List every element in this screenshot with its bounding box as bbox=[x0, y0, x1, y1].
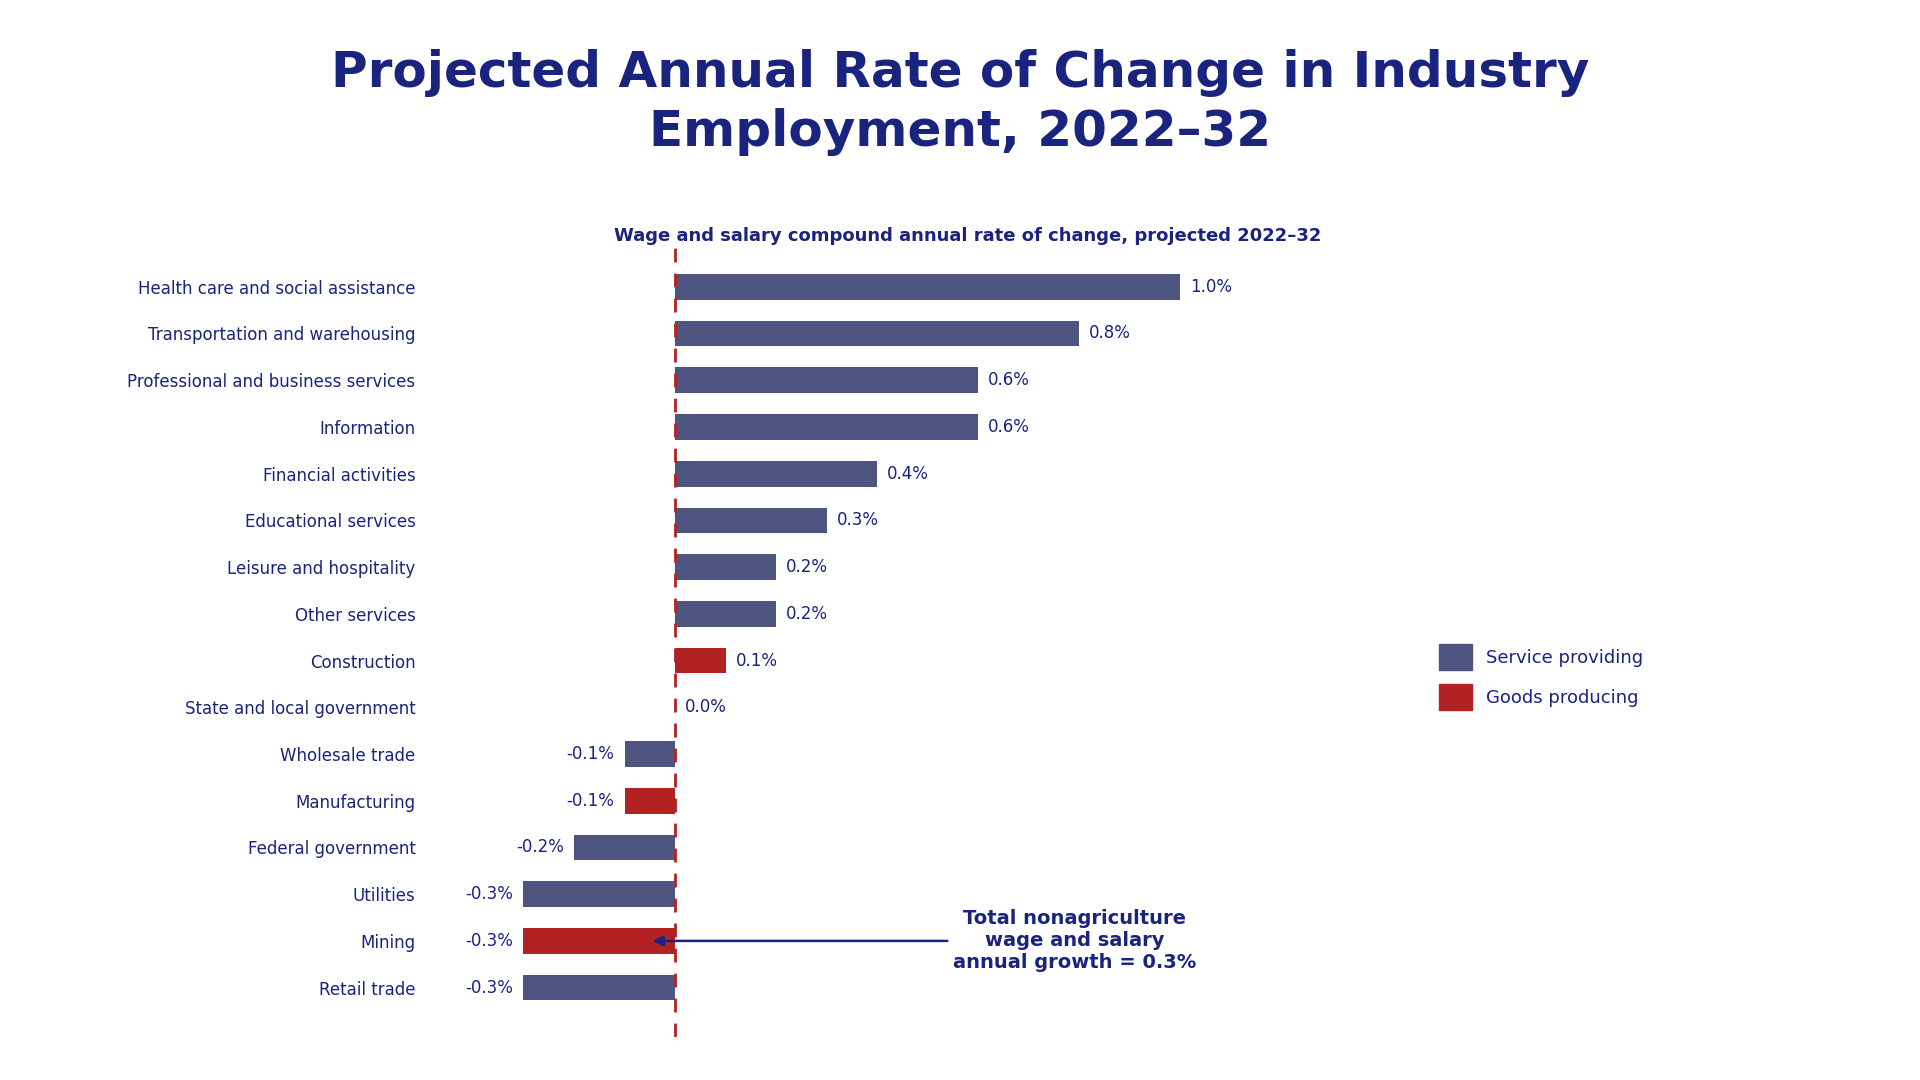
Text: 0.4%: 0.4% bbox=[887, 464, 929, 483]
Bar bbox=[624, 741, 676, 767]
Text: Total nonagriculture
wage and salary
annual growth = 0.3%: Total nonagriculture wage and salary ann… bbox=[655, 909, 1196, 972]
Bar bbox=[676, 321, 1079, 347]
Text: 0.1%: 0.1% bbox=[735, 651, 778, 670]
Text: 0.2%: 0.2% bbox=[785, 605, 828, 623]
Text: Projected Annual Rate of Change in Industry
Employment, 2022–32: Projected Annual Rate of Change in Indus… bbox=[330, 49, 1590, 156]
Text: 0.0%: 0.0% bbox=[685, 699, 728, 716]
Text: 0.3%: 0.3% bbox=[837, 512, 879, 529]
Bar bbox=[524, 881, 676, 907]
Text: -0.3%: -0.3% bbox=[465, 978, 513, 997]
Legend: Service providing, Goods producing: Service providing, Goods producing bbox=[1440, 645, 1644, 710]
Bar bbox=[524, 928, 676, 954]
Bar bbox=[676, 600, 776, 626]
Text: -0.1%: -0.1% bbox=[566, 745, 614, 762]
Text: 0.2%: 0.2% bbox=[785, 558, 828, 576]
Bar bbox=[624, 788, 676, 813]
Text: -0.1%: -0.1% bbox=[566, 792, 614, 810]
Text: 1.0%: 1.0% bbox=[1190, 278, 1233, 296]
Text: 0.8%: 0.8% bbox=[1089, 324, 1131, 342]
Text: 0.6%: 0.6% bbox=[989, 372, 1031, 389]
Bar bbox=[676, 414, 977, 440]
Bar bbox=[676, 367, 977, 393]
Text: -0.3%: -0.3% bbox=[465, 932, 513, 950]
Bar bbox=[574, 835, 676, 861]
Text: 0.6%: 0.6% bbox=[989, 418, 1031, 436]
Bar bbox=[676, 508, 828, 534]
Bar bbox=[676, 554, 776, 580]
Text: Wage and salary compound annual rate of change, projected 2022–32: Wage and salary compound annual rate of … bbox=[614, 227, 1321, 245]
Text: -0.3%: -0.3% bbox=[465, 886, 513, 903]
Bar bbox=[524, 975, 676, 1000]
Bar bbox=[676, 274, 1181, 299]
Bar bbox=[676, 648, 726, 674]
Bar bbox=[676, 461, 877, 486]
Text: -0.2%: -0.2% bbox=[516, 838, 564, 856]
